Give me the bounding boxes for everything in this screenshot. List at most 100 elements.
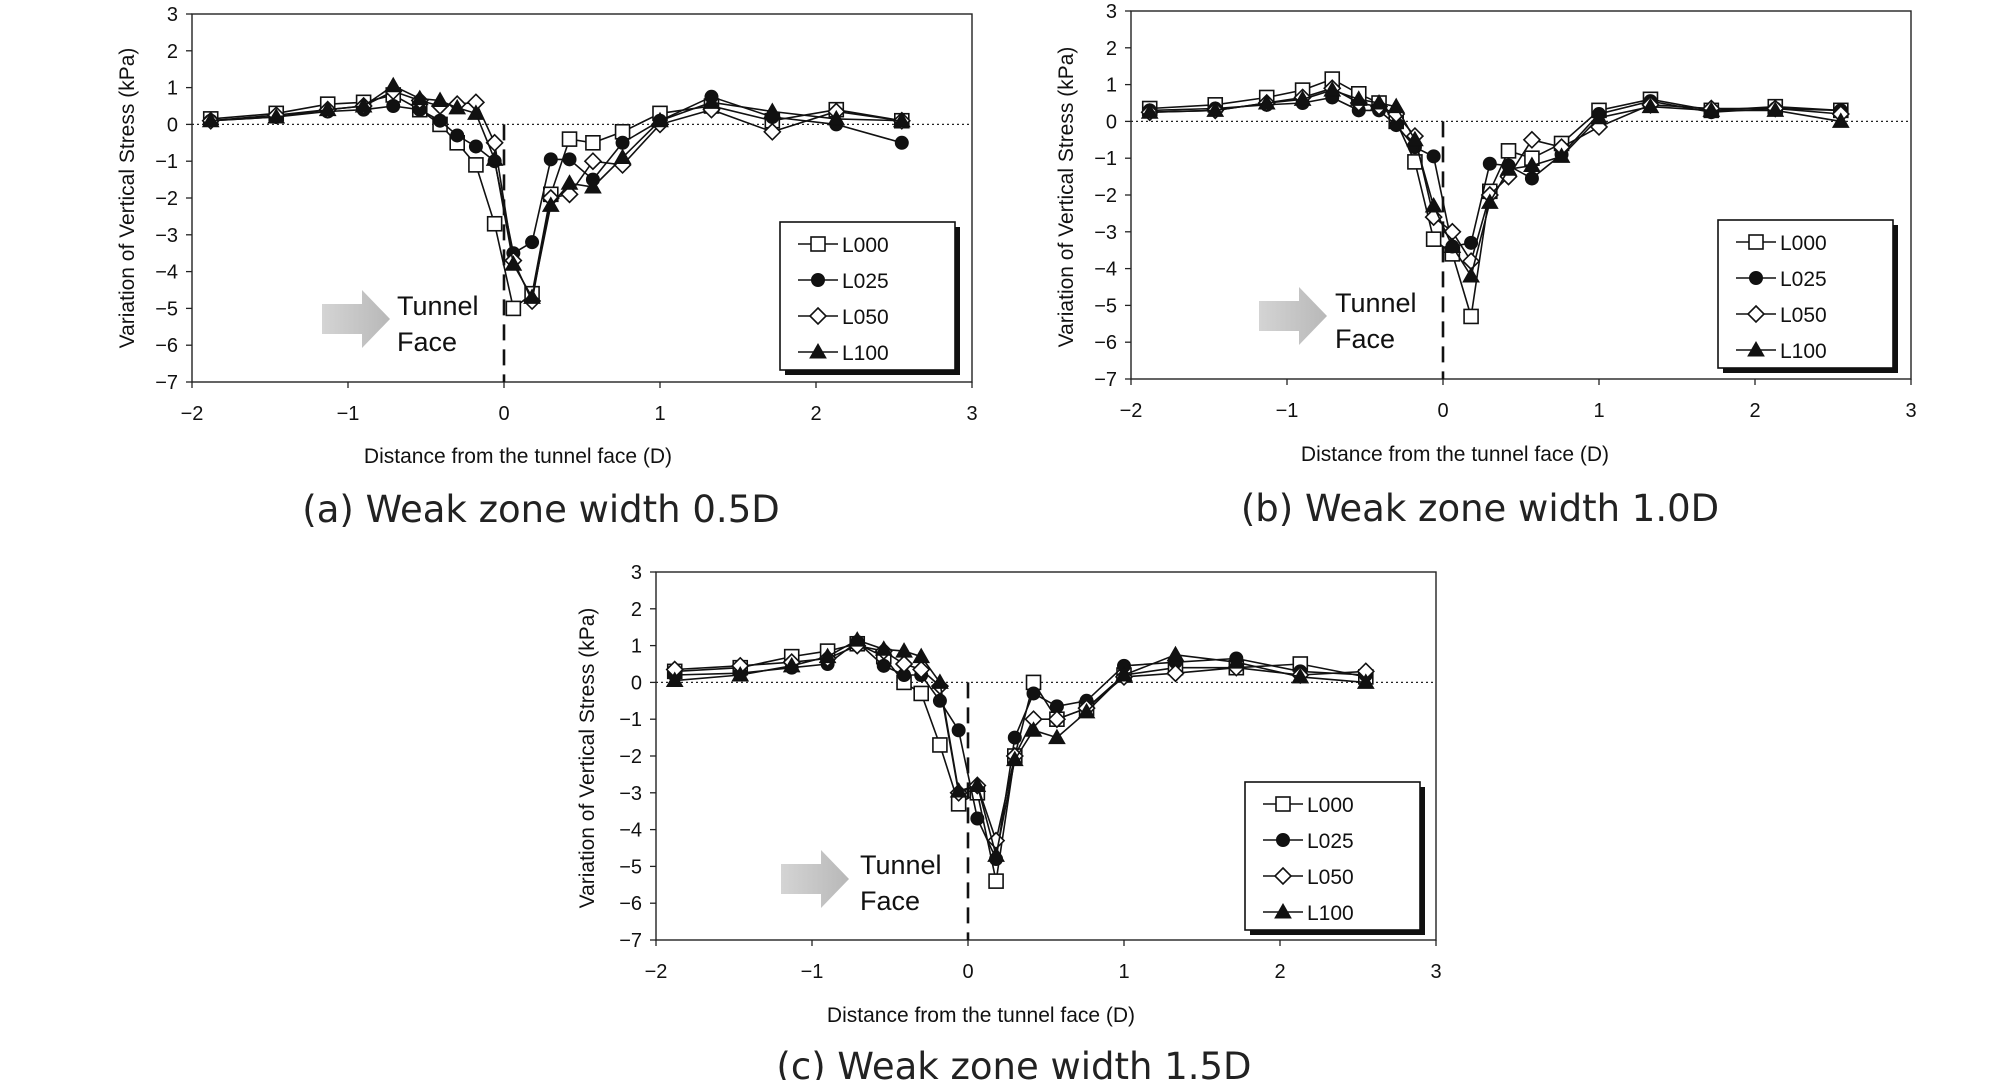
legend-swatch-marker	[808, 306, 828, 326]
y-tick-label: −3	[619, 783, 642, 805]
data-point	[201, 111, 220, 128]
x-tick-label: 0	[1437, 400, 1448, 422]
data-point	[318, 100, 337, 117]
data-point	[1443, 237, 1462, 254]
data-point	[560, 174, 579, 190]
data-point	[818, 647, 837, 664]
data-point	[386, 99, 401, 113]
data-point	[1499, 160, 1518, 176]
face-label: Face	[397, 327, 457, 357]
x-axis-title: Distance from the tunnel face (D)	[364, 445, 672, 468]
legend-label: L100	[1780, 340, 1827, 363]
y-tick-label: 0	[1106, 111, 1117, 133]
data-point	[1482, 156, 1497, 171]
y-tick-label: 2	[1106, 38, 1117, 60]
data-point	[1552, 147, 1571, 163]
data-point	[1048, 728, 1066, 745]
data-point	[1424, 197, 1443, 213]
y-tick-label: 2	[631, 599, 642, 621]
chart-panel-a: Variation of Vertical Stress (kPa) Dista…	[116, 4, 978, 531]
data-point	[651, 111, 669, 128]
legend-swatch-marker	[811, 273, 825, 287]
legend-label: L000	[842, 234, 889, 257]
data-point	[543, 152, 558, 167]
legend-item-L000: L000	[798, 234, 889, 257]
data-point	[433, 113, 448, 128]
legend-label: L100	[1307, 902, 1354, 925]
y-tick-label: −7	[155, 372, 178, 394]
tunnel-face-annotation: Tunnel Face	[781, 850, 942, 916]
data-point	[876, 658, 891, 673]
data-point	[267, 108, 286, 124]
x-tick-label: 1	[1593, 400, 1604, 422]
y-tick-label: −3	[1094, 222, 1117, 244]
data-point	[1522, 130, 1542, 149]
data-point	[1766, 101, 1785, 117]
data-point	[968, 776, 987, 792]
legend-item-L050: L050	[798, 306, 889, 329]
data-point	[504, 255, 523, 271]
data-point	[848, 631, 867, 647]
panel-caption: (a) Weak zone width 0.5D	[302, 488, 779, 531]
series-L100	[1140, 81, 1850, 283]
data-point	[1523, 156, 1541, 173]
y-axis-title: Variation of Vertical Stress (kPa)	[576, 608, 599, 909]
data-point	[467, 104, 485, 120]
legend-box	[1244, 781, 1421, 931]
data-point	[1426, 149, 1441, 164]
legend-label: L050	[1780, 304, 1827, 327]
y-tick-label: −4	[1094, 259, 1117, 281]
data-point	[782, 656, 801, 673]
data-point	[1641, 97, 1660, 114]
y-tick-label: −6	[619, 893, 642, 915]
data-point	[354, 96, 373, 113]
legend-label: L025	[1780, 268, 1827, 291]
data-point	[1024, 721, 1043, 737]
data-point	[763, 102, 782, 119]
data-point	[1007, 730, 1022, 745]
x-tick-label: 3	[1430, 961, 1441, 983]
x-axis-title: Distance from the tunnel face (D)	[827, 1004, 1135, 1027]
data-point	[1480, 193, 1499, 209]
data-point	[1323, 81, 1342, 97]
legend-item-L050: L050	[1263, 866, 1354, 889]
legend-label: L025	[1307, 830, 1354, 853]
data-point	[615, 135, 630, 150]
legend-item-L100: L100	[1263, 902, 1354, 925]
data-point	[894, 135, 909, 150]
legend-item-L025: L025	[1263, 830, 1354, 853]
data-point	[988, 873, 1004, 889]
data-point	[1463, 308, 1479, 325]
y-tick-label: 2	[167, 41, 178, 63]
data-point	[912, 660, 931, 679]
data-point	[561, 131, 578, 147]
data-point	[1462, 266, 1480, 283]
data-point	[585, 135, 601, 151]
data-point	[1349, 90, 1368, 106]
y-tick-label: −6	[1094, 332, 1117, 354]
data-point	[410, 89, 429, 106]
data-point	[431, 91, 449, 107]
y-tick-label: 1	[631, 636, 642, 658]
x-axis-title: Distance from the tunnel face (D)	[1301, 443, 1609, 466]
y-tick-label: 1	[167, 78, 178, 100]
data-point	[1524, 171, 1539, 186]
legend-item-L025: L025	[1736, 268, 1827, 291]
data-point	[505, 300, 522, 317]
y-tick-label: −6	[155, 335, 178, 357]
data-point	[1047, 710, 1067, 729]
y-tick-label: −3	[155, 225, 178, 247]
data-point	[951, 723, 966, 738]
data-point	[1005, 750, 1024, 767]
legend-item-L000: L000	[1263, 794, 1354, 817]
data-point	[450, 128, 465, 143]
tunnel-label: Tunnel	[860, 850, 942, 880]
legend-item-L050: L050	[1736, 304, 1827, 327]
legend-swatch-marker	[810, 236, 826, 252]
data-point	[1464, 235, 1479, 250]
panel-caption: (c) Weak zone width 1.5D	[776, 1045, 1251, 1080]
x-tick-label: 2	[1274, 961, 1285, 983]
y-tick-label: 0	[167, 114, 178, 136]
y-tick-label: −1	[155, 151, 178, 173]
